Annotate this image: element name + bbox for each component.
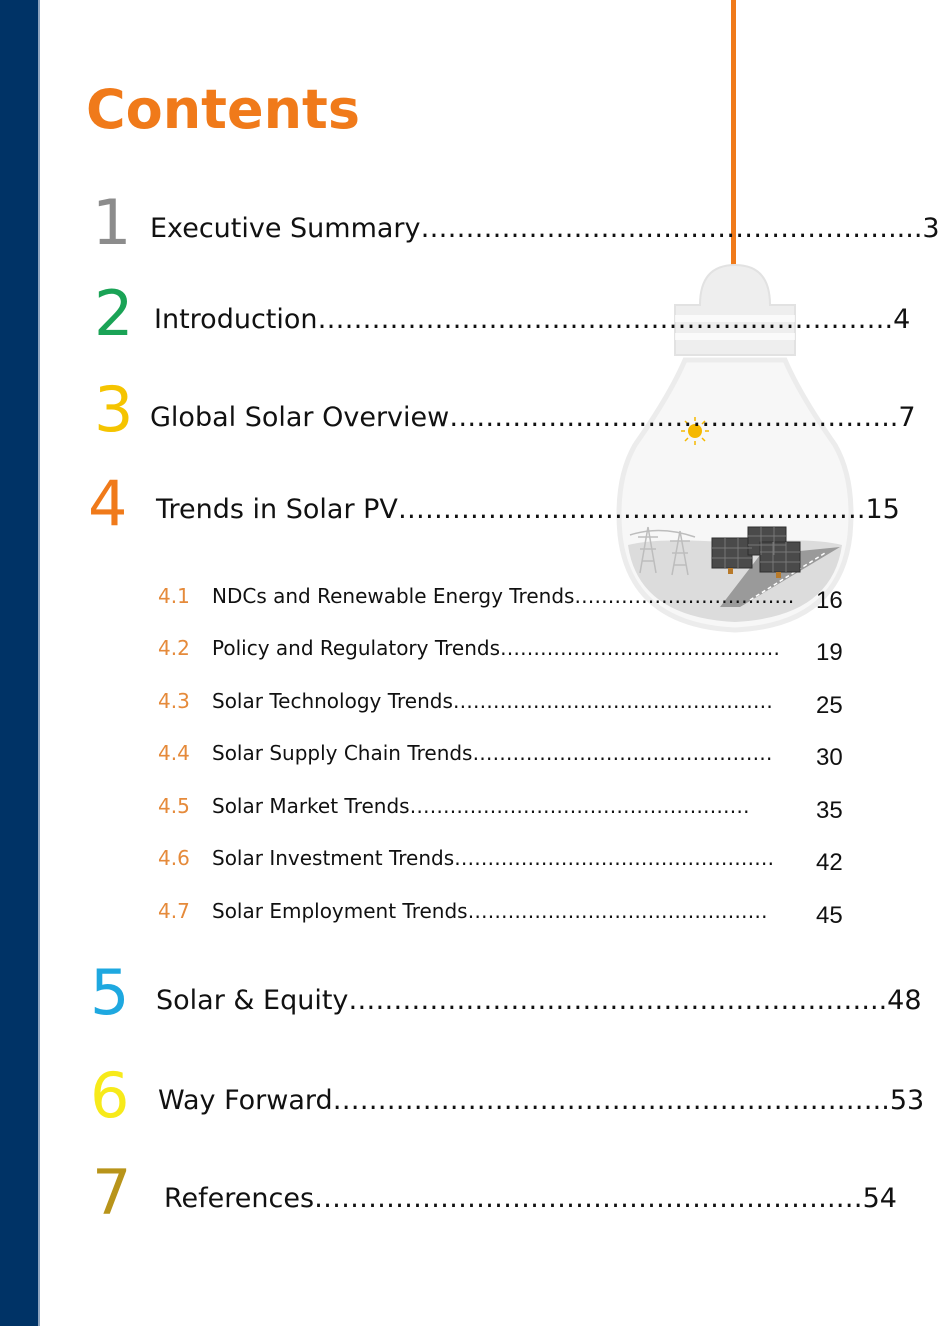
toc-subentry-market[interactable]: Solar Market Trends…………………………………………… (212, 794, 750, 818)
left-sidebar-bar (0, 0, 38, 1326)
chapter-number-2: 2 (94, 277, 134, 350)
page-number: 42 (816, 849, 843, 876)
light-bulb-icon (616, 263, 854, 633)
sun-icon (681, 417, 709, 445)
toc-entry-references[interactable]: References………………………………………………….…54 (164, 1183, 897, 1214)
chapter-number-6: 6 (90, 1059, 130, 1132)
section-number: 4.1 (158, 584, 190, 608)
page-number: 16 (816, 587, 843, 614)
toc-entry-way-forward[interactable]: Way Forward……………………………………………………..53 (158, 1085, 925, 1116)
toc-subentry-technology[interactable]: Solar Technology Trends………………………………………… (212, 689, 773, 713)
toc-subentry-supply-chain[interactable]: Solar Supply Chain Trends……………………………………… (212, 741, 773, 765)
chapter-number-4: 4 (88, 467, 128, 540)
toc-subentry-employment[interactable]: Solar Employment Trends……………………………………… (212, 899, 768, 923)
toc-subentry-policy[interactable]: Policy and Regulatory Trends………………………………… (212, 636, 781, 660)
section-number: 4.6 (158, 846, 190, 870)
solar-panel-icon (711, 526, 801, 578)
toc-subentry-ndcs[interactable]: NDCs and Renewable Energy Trends……………………… (212, 584, 795, 608)
page-number: 25 (816, 692, 843, 719)
page-number: 19 (816, 639, 843, 666)
chapter-number-7: 7 (92, 1156, 132, 1229)
section-number: 4.2 (158, 636, 190, 660)
bulb-cord (731, 0, 736, 265)
chapter-number-3: 3 (94, 373, 134, 446)
toc-subentry-investment[interactable]: Solar Investment Trends………………………………………… (212, 846, 775, 870)
page-number: 35 (816, 797, 843, 824)
sidebar-edge-line (38, 0, 40, 1326)
chapter-number-5: 5 (90, 956, 130, 1029)
chapter-number-1: 1 (92, 186, 132, 259)
page-number: 45 (816, 902, 843, 929)
power-pylon-icon (629, 526, 696, 576)
page-title: Contents (86, 78, 361, 141)
toc-entry-executive-summary[interactable]: Executive Summary…………………….………………………....3 (150, 213, 940, 244)
toc-entry-solar-and-equity[interactable]: Solar & Equity…………………………………………………...48 (156, 985, 922, 1016)
section-number: 4.3 (158, 689, 190, 713)
section-number: 4.4 (158, 741, 190, 765)
toc-entry-global-solar-overview[interactable]: Global Solar Overview…………………………………………..7 (150, 402, 916, 433)
toc-entry-introduction[interactable]: Introduction……………………………………………………….4 (154, 304, 911, 335)
section-number: 4.7 (158, 899, 190, 923)
section-number: 4.5 (158, 794, 190, 818)
page-number: 30 (816, 744, 843, 771)
toc-entry-trends-in-solar-pv[interactable]: Trends in Solar PV…………………………………………….15 (156, 494, 900, 525)
